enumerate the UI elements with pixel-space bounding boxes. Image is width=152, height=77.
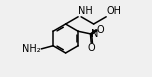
Text: OH: OH [107, 6, 122, 16]
Text: O: O [96, 25, 104, 35]
Text: O: O [88, 43, 95, 53]
Text: NH₂: NH₂ [22, 44, 41, 54]
Text: NH: NH [78, 6, 93, 16]
Text: N: N [91, 29, 98, 39]
